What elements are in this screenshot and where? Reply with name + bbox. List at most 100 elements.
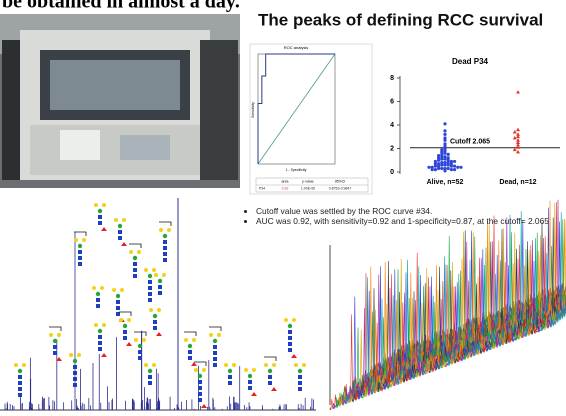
trace [544, 220, 566, 331]
instrument-photo [0, 14, 240, 188]
glycan-unit [148, 292, 152, 296]
glycan-unit [78, 250, 82, 254]
dot [516, 145, 520, 149]
glycan-unit [198, 386, 202, 390]
dot [516, 134, 520, 139]
glycan-unit [292, 318, 296, 322]
glycan-unit [123, 336, 127, 340]
glycan-unit [294, 363, 298, 367]
glycan-unit [163, 252, 167, 256]
glycan-unit [18, 393, 22, 397]
glycan-unit [120, 288, 124, 292]
dot [516, 140, 520, 145]
glycan-unit [144, 363, 148, 367]
dot [427, 165, 431, 169]
glycan-unit [152, 363, 156, 367]
glycan-unit [92, 286, 96, 290]
glycan-unit [267, 368, 273, 374]
glycan-unit [154, 273, 158, 277]
glycan-unit [184, 338, 188, 342]
glycan-unit [192, 338, 196, 342]
dot [459, 165, 463, 169]
glycan-unit [188, 356, 192, 360]
glycan-unit [129, 243, 142, 248]
dot [437, 156, 441, 160]
dot [443, 149, 447, 153]
dot [433, 164, 437, 168]
glycan-unit [121, 242, 127, 246]
dot [443, 161, 447, 165]
glycan-unit [126, 342, 132, 346]
dot [440, 150, 444, 154]
dot [512, 135, 517, 140]
dot [433, 162, 437, 166]
group-label: Dead, n=12 [499, 179, 536, 186]
dot [449, 164, 453, 168]
glycan-unit [191, 362, 197, 366]
glycan-unit [284, 318, 288, 322]
glycan-unit [148, 286, 152, 290]
glycan-unit [142, 338, 146, 342]
glycan-unit [133, 262, 137, 266]
glycan-unit [98, 221, 102, 225]
glycan-unit [167, 228, 171, 232]
glycan-unit [73, 377, 77, 381]
glycan-unit [133, 274, 137, 278]
glycan-unit [116, 300, 120, 304]
glycan-unit [298, 375, 302, 379]
dot [440, 155, 444, 159]
glycan-unit [209, 326, 222, 331]
glycan-unit [163, 258, 167, 262]
dot [433, 159, 437, 164]
glycan-unit [202, 368, 206, 372]
glycan-unit [96, 298, 100, 302]
glycan-unit [302, 363, 306, 367]
dot [443, 142, 447, 146]
dot [446, 158, 450, 162]
glycan-unit [184, 331, 197, 336]
glycan-unit [213, 357, 217, 361]
glycan-unit [228, 381, 232, 385]
glycan-unit [288, 330, 292, 334]
roc-panel [249, 43, 373, 195]
glycan-unit [138, 356, 142, 360]
glycan-unit [212, 338, 218, 344]
dot [440, 163, 444, 167]
dot [443, 166, 447, 171]
glycan-unit [114, 218, 118, 222]
glycan-unit [98, 335, 102, 339]
glycan-unit [198, 380, 202, 384]
dot [512, 147, 517, 152]
dot [437, 164, 441, 168]
glycan-unit [244, 368, 248, 372]
trace [540, 219, 566, 331]
glycan-unit [152, 268, 156, 272]
table-cell: 0.92 [282, 186, 289, 190]
glycan-unit [102, 203, 106, 207]
table-header: area [281, 179, 288, 183]
table-cell: 0.8753-0.9847 [329, 186, 352, 190]
dot [443, 155, 447, 159]
glycan-unit [18, 375, 22, 379]
trace [550, 303, 566, 328]
glycan-unit [82, 238, 86, 242]
bullet: Cutoff value was settled by the ROC curv… [256, 206, 566, 216]
glycan-unit [147, 368, 153, 374]
glycan-unit [78, 256, 82, 260]
glycan-unit [209, 333, 213, 337]
glycan-unit [198, 398, 202, 402]
dot [449, 159, 453, 164]
glycan-unit [119, 318, 123, 322]
roc-table: area p value 95%CI P34 0.92 1.00E-06 0.8753-0.… [255, 177, 369, 193]
glycan-unit [56, 357, 62, 361]
dot [453, 159, 457, 164]
dot [433, 168, 437, 172]
glycan-unit [198, 392, 202, 396]
glycan-unit [95, 291, 101, 297]
glycan-unit [264, 356, 277, 361]
glycan-unit [213, 345, 217, 349]
trace [537, 221, 566, 334]
bullet: AUC was 0.92, with sensitivity=0.92 and … [256, 216, 566, 226]
glycan-unit [144, 268, 148, 272]
